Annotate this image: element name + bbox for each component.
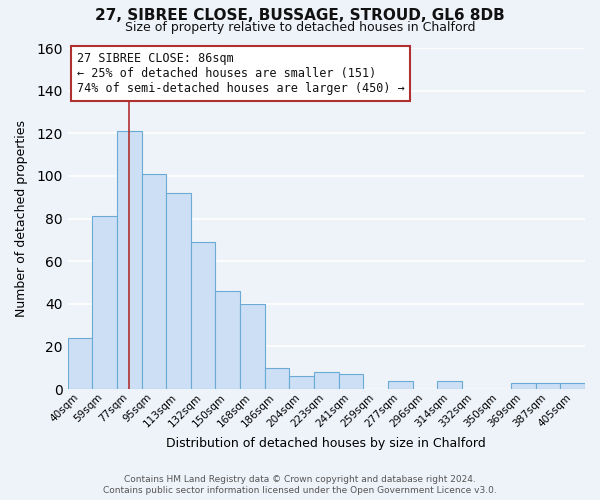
Text: Contains public sector information licensed under the Open Government Licence v3: Contains public sector information licen… — [103, 486, 497, 495]
Bar — [388, 380, 413, 389]
Bar — [536, 382, 560, 389]
Bar — [191, 242, 215, 389]
Bar — [560, 382, 585, 389]
Bar — [289, 376, 314, 389]
Text: Size of property relative to detached houses in Chalford: Size of property relative to detached ho… — [125, 21, 475, 34]
Text: 27 SIBREE CLOSE: 86sqm
← 25% of detached houses are smaller (151)
74% of semi-de: 27 SIBREE CLOSE: 86sqm ← 25% of detached… — [77, 52, 404, 95]
Bar — [511, 382, 536, 389]
Bar — [142, 174, 166, 389]
Bar — [117, 131, 142, 389]
Bar — [338, 374, 363, 389]
Bar — [166, 193, 191, 389]
X-axis label: Distribution of detached houses by size in Chalford: Distribution of detached houses by size … — [166, 437, 486, 450]
Bar — [314, 372, 338, 389]
Text: Contains HM Land Registry data © Crown copyright and database right 2024.: Contains HM Land Registry data © Crown c… — [124, 475, 476, 484]
Bar — [215, 291, 240, 389]
Bar — [68, 338, 92, 389]
Bar — [92, 216, 117, 389]
Bar — [240, 304, 265, 389]
Y-axis label: Number of detached properties: Number of detached properties — [15, 120, 28, 317]
Bar — [265, 368, 289, 389]
Bar — [437, 380, 462, 389]
Text: 27, SIBREE CLOSE, BUSSAGE, STROUD, GL6 8DB: 27, SIBREE CLOSE, BUSSAGE, STROUD, GL6 8… — [95, 8, 505, 22]
